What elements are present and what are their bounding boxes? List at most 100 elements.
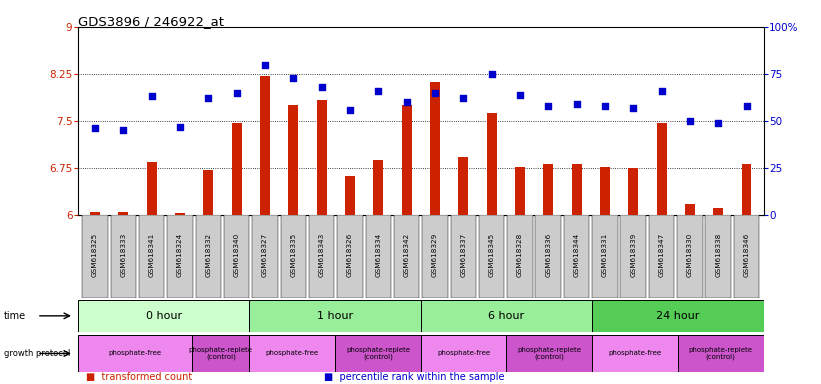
Text: GSM618347: GSM618347 <box>658 233 664 277</box>
Bar <box>487 113 497 215</box>
Point <box>626 105 640 111</box>
Bar <box>741 164 751 215</box>
Text: GSM618331: GSM618331 <box>602 233 608 277</box>
Bar <box>544 164 553 215</box>
Point <box>372 88 385 94</box>
Text: GSM618344: GSM618344 <box>574 233 580 277</box>
Text: phosphate-free: phosphate-free <box>608 351 662 356</box>
Bar <box>78 335 192 372</box>
Text: GSM618346: GSM618346 <box>744 233 750 277</box>
Text: growth protocol: growth protocol <box>4 349 71 358</box>
Text: phosphate-replete
(control): phosphate-replete (control) <box>689 347 753 360</box>
Text: GSM618337: GSM618337 <box>461 233 466 277</box>
Point <box>117 127 130 134</box>
FancyBboxPatch shape <box>564 215 589 298</box>
FancyBboxPatch shape <box>309 215 334 298</box>
Bar <box>288 105 298 215</box>
Text: 0 hour: 0 hour <box>145 311 181 321</box>
Point <box>89 126 102 132</box>
Point <box>599 103 612 109</box>
Text: GSM618333: GSM618333 <box>121 233 126 277</box>
Text: GSM618343: GSM618343 <box>319 233 324 277</box>
FancyBboxPatch shape <box>592 215 617 298</box>
Text: 6 hour: 6 hour <box>488 311 525 321</box>
Text: phosphate-free: phosphate-free <box>437 351 490 356</box>
FancyBboxPatch shape <box>705 215 731 298</box>
Text: 1 hour: 1 hour <box>317 311 353 321</box>
Text: GSM618328: GSM618328 <box>517 233 523 277</box>
Bar <box>317 100 327 215</box>
Bar <box>232 123 241 215</box>
FancyBboxPatch shape <box>365 215 391 298</box>
Text: GSM618342: GSM618342 <box>404 233 410 277</box>
Text: GSM618336: GSM618336 <box>545 233 551 277</box>
Bar <box>657 123 667 215</box>
Point <box>712 120 725 126</box>
FancyBboxPatch shape <box>649 215 674 298</box>
Point <box>400 99 413 105</box>
Bar <box>628 168 638 215</box>
Point <box>315 84 328 90</box>
Point <box>202 95 215 101</box>
FancyBboxPatch shape <box>535 215 561 298</box>
Text: GSM618340: GSM618340 <box>234 233 240 277</box>
Text: GSM618334: GSM618334 <box>375 233 381 277</box>
Bar <box>401 105 411 215</box>
Text: ■  transformed count: ■ transformed count <box>86 372 192 382</box>
Bar <box>421 300 592 332</box>
Text: 24 hour: 24 hour <box>656 311 699 321</box>
Bar <box>592 335 678 372</box>
FancyBboxPatch shape <box>507 215 533 298</box>
Bar <box>592 300 764 332</box>
Text: GSM618332: GSM618332 <box>205 233 211 277</box>
Text: GSM618341: GSM618341 <box>149 233 154 277</box>
FancyBboxPatch shape <box>479 215 504 298</box>
Text: GSM618325: GSM618325 <box>92 233 98 277</box>
Bar <box>147 162 157 215</box>
FancyBboxPatch shape <box>621 215 646 298</box>
FancyBboxPatch shape <box>167 215 193 298</box>
Point <box>485 71 498 77</box>
Point <box>259 61 272 68</box>
Bar <box>515 167 525 215</box>
Point <box>145 93 158 99</box>
Text: GSM618339: GSM618339 <box>631 233 636 277</box>
FancyBboxPatch shape <box>451 215 476 298</box>
FancyBboxPatch shape <box>82 215 108 298</box>
Point <box>287 74 300 81</box>
FancyBboxPatch shape <box>677 215 703 298</box>
Bar <box>335 335 421 372</box>
Point <box>655 88 668 94</box>
Text: phosphate-replete
(control): phosphate-replete (control) <box>189 347 253 360</box>
FancyBboxPatch shape <box>195 215 221 298</box>
Bar <box>118 212 128 215</box>
FancyBboxPatch shape <box>252 215 277 298</box>
Text: GSM618330: GSM618330 <box>687 233 693 277</box>
Point <box>343 107 356 113</box>
Bar <box>458 157 468 215</box>
Bar <box>345 176 355 215</box>
Bar <box>250 300 421 332</box>
Text: GDS3896 / 246922_at: GDS3896 / 246922_at <box>78 15 224 28</box>
Text: GSM618324: GSM618324 <box>177 233 183 277</box>
FancyBboxPatch shape <box>281 215 306 298</box>
Bar <box>90 212 100 215</box>
Text: phosphate-free: phosphate-free <box>108 351 162 356</box>
Text: phosphate-replete
(control): phosphate-replete (control) <box>346 347 410 360</box>
Bar <box>507 335 592 372</box>
Bar <box>204 170 213 215</box>
Bar <box>421 335 507 372</box>
Bar <box>192 335 250 372</box>
FancyBboxPatch shape <box>111 215 136 298</box>
Point <box>456 95 470 101</box>
Bar <box>430 82 440 215</box>
Bar <box>685 204 695 215</box>
Text: GSM618329: GSM618329 <box>432 233 438 277</box>
FancyBboxPatch shape <box>139 215 164 298</box>
Bar <box>250 335 335 372</box>
Text: ■  percentile rank within the sample: ■ percentile rank within the sample <box>324 372 505 382</box>
Point <box>513 91 526 98</box>
Bar <box>78 300 250 332</box>
FancyBboxPatch shape <box>394 215 420 298</box>
Bar <box>678 335 764 372</box>
